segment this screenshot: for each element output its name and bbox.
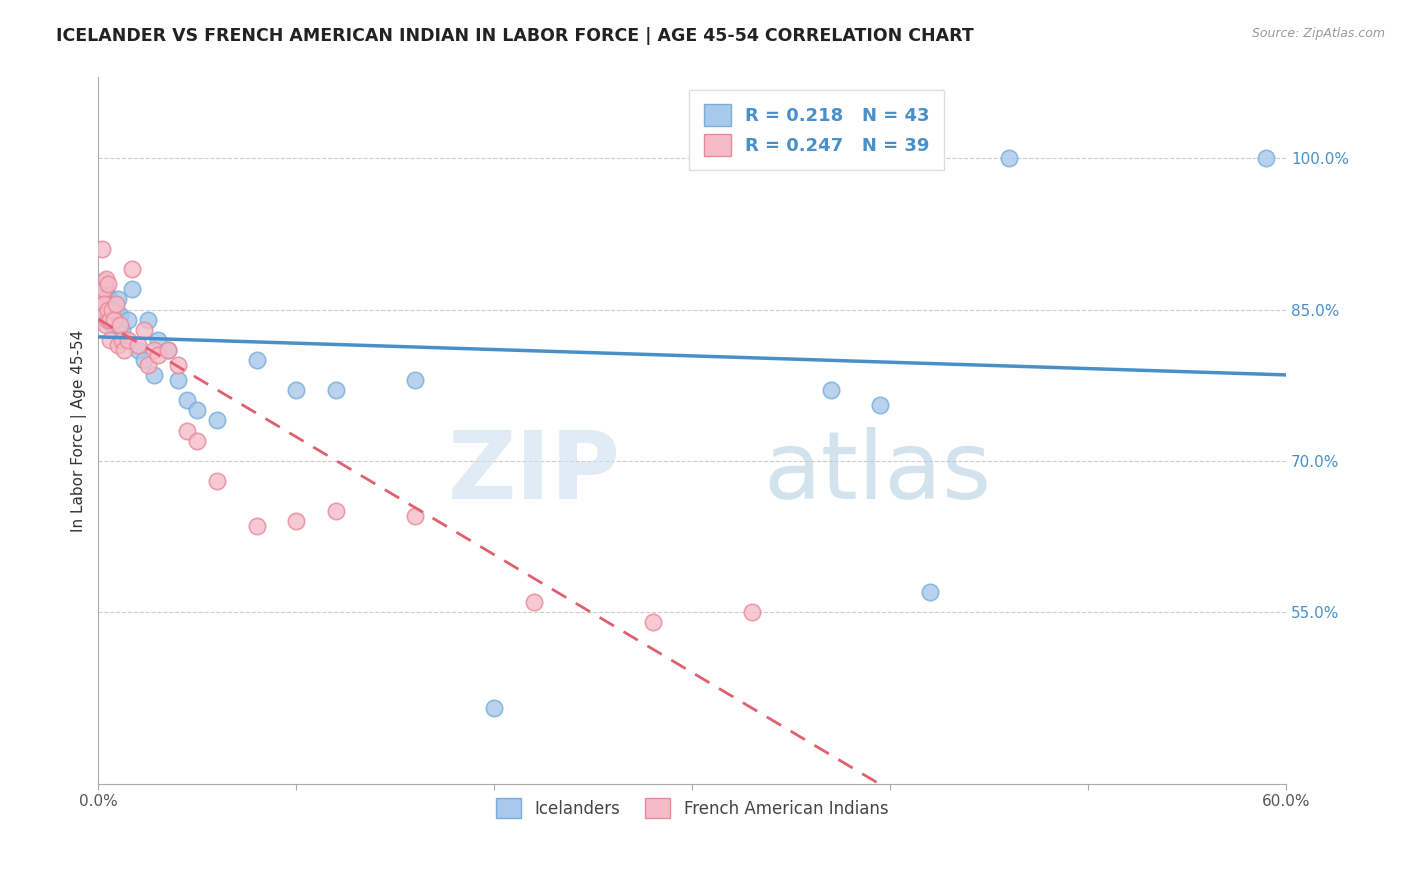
Point bbox=[97, 312, 120, 326]
Point bbox=[89, 297, 111, 311]
Point bbox=[101, 318, 124, 332]
Point bbox=[96, 297, 118, 311]
Point bbox=[93, 302, 115, 317]
Point bbox=[127, 343, 149, 357]
Point bbox=[98, 312, 121, 326]
Point bbox=[111, 333, 134, 347]
Point bbox=[96, 282, 118, 296]
Point bbox=[484, 701, 506, 715]
Point bbox=[103, 312, 125, 326]
Point bbox=[156, 343, 179, 357]
Point bbox=[285, 383, 308, 397]
Point bbox=[132, 353, 155, 368]
Point bbox=[820, 383, 842, 397]
Point bbox=[132, 323, 155, 337]
Point bbox=[98, 333, 121, 347]
Point bbox=[142, 343, 165, 357]
Legend: Icelanders, French American Indians: Icelanders, French American Indians bbox=[489, 791, 894, 825]
Point bbox=[108, 318, 131, 332]
Point bbox=[146, 348, 169, 362]
Point bbox=[1256, 151, 1278, 165]
Point bbox=[98, 293, 121, 307]
Point bbox=[136, 312, 159, 326]
Point bbox=[121, 262, 143, 277]
Point bbox=[93, 297, 115, 311]
Point bbox=[96, 272, 118, 286]
Point bbox=[166, 373, 188, 387]
Point bbox=[136, 358, 159, 372]
Point bbox=[93, 282, 115, 296]
Point bbox=[89, 285, 111, 299]
Point bbox=[91, 242, 114, 256]
Point bbox=[285, 515, 308, 529]
Point bbox=[918, 585, 941, 599]
Point bbox=[105, 302, 128, 317]
Point bbox=[96, 312, 118, 326]
Point bbox=[93, 293, 115, 307]
Point bbox=[404, 509, 426, 524]
Point bbox=[641, 615, 664, 630]
Point bbox=[186, 434, 208, 448]
Point bbox=[998, 151, 1021, 165]
Point bbox=[112, 343, 135, 357]
Point bbox=[98, 312, 121, 326]
Point bbox=[97, 297, 120, 311]
Text: Source: ZipAtlas.com: Source: ZipAtlas.com bbox=[1251, 27, 1385, 40]
Point bbox=[93, 308, 115, 322]
Point bbox=[146, 333, 169, 347]
Point bbox=[103, 312, 125, 326]
Point bbox=[107, 338, 129, 352]
Point bbox=[91, 293, 114, 307]
Point bbox=[166, 358, 188, 372]
Point bbox=[117, 333, 139, 347]
Point bbox=[112, 333, 135, 347]
Point bbox=[91, 290, 114, 304]
Point bbox=[117, 312, 139, 326]
Point bbox=[121, 282, 143, 296]
Point bbox=[325, 504, 347, 518]
Point bbox=[205, 474, 228, 488]
Point bbox=[93, 274, 115, 288]
Point bbox=[205, 413, 228, 427]
Point bbox=[176, 393, 198, 408]
Point bbox=[97, 277, 120, 292]
Point bbox=[97, 308, 120, 322]
Point bbox=[741, 605, 763, 619]
Y-axis label: In Labor Force | Age 45-54: In Labor Force | Age 45-54 bbox=[72, 329, 87, 532]
Point bbox=[108, 308, 131, 322]
Point bbox=[142, 368, 165, 383]
Point bbox=[107, 293, 129, 307]
Point bbox=[246, 519, 269, 533]
Point bbox=[111, 323, 134, 337]
Point bbox=[156, 343, 179, 357]
Point bbox=[325, 383, 347, 397]
Point bbox=[97, 302, 120, 317]
Point bbox=[404, 373, 426, 387]
Point bbox=[246, 353, 269, 368]
Point bbox=[97, 290, 120, 304]
Text: ICELANDER VS FRENCH AMERICAN INDIAN IN LABOR FORCE | AGE 45-54 CORRELATION CHART: ICELANDER VS FRENCH AMERICAN INDIAN IN L… bbox=[56, 27, 974, 45]
Point bbox=[523, 595, 546, 609]
Point bbox=[176, 424, 198, 438]
Point bbox=[127, 338, 149, 352]
Point bbox=[105, 297, 128, 311]
Point bbox=[91, 282, 114, 296]
Point bbox=[869, 398, 891, 412]
Point bbox=[186, 403, 208, 417]
Point bbox=[96, 318, 118, 332]
Text: ZIP: ZIP bbox=[449, 427, 621, 519]
Text: atlas: atlas bbox=[763, 427, 991, 519]
Point bbox=[101, 302, 124, 317]
